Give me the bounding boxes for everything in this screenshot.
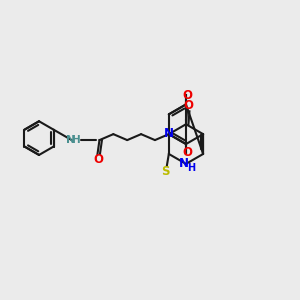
- Text: O: O: [183, 99, 193, 112]
- Text: O: O: [182, 146, 192, 160]
- Text: N: N: [164, 127, 174, 140]
- Text: O: O: [182, 89, 192, 102]
- Text: N: N: [179, 158, 189, 170]
- Text: H: H: [187, 163, 195, 173]
- Text: S: S: [162, 165, 170, 178]
- Text: H: H: [72, 135, 81, 145]
- Text: O: O: [94, 153, 103, 167]
- Text: N: N: [66, 135, 75, 145]
